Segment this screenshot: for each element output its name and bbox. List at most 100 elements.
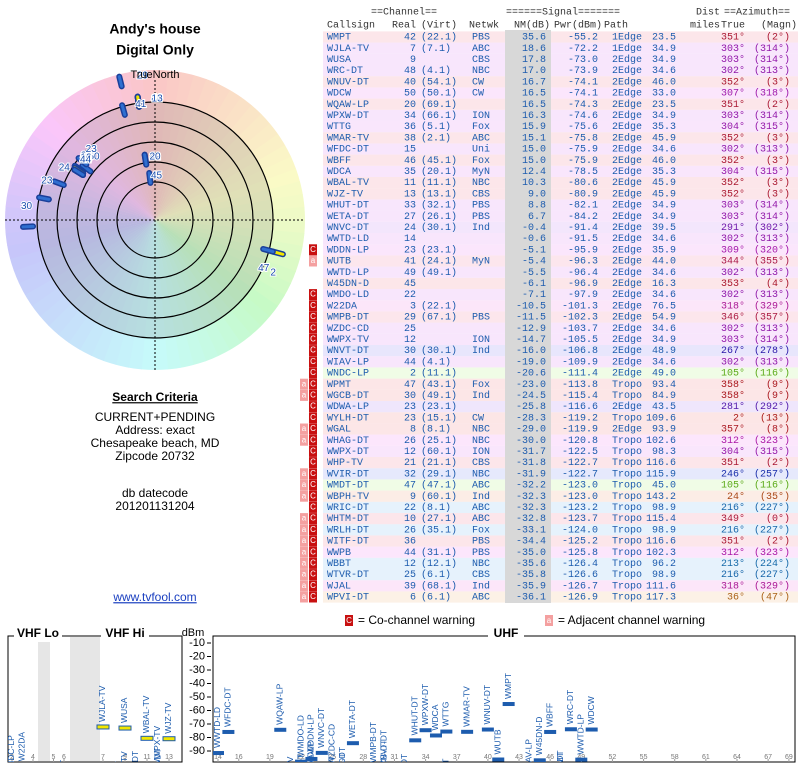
cell: 309° [721, 244, 745, 256]
station-label: WWTD-LD [212, 707, 222, 748]
site-link[interactable]: www.tvfool.com [112, 590, 196, 604]
row-bg [323, 333, 798, 345]
cell: 2Edge [612, 300, 642, 312]
warning-icon-text: C [310, 335, 316, 344]
cell: (4°) [766, 278, 790, 290]
cell: ABC [472, 44, 490, 55]
cell: -122.7 [562, 458, 598, 469]
cell: 36 [404, 122, 416, 133]
group-header: ==Azimuth== [724, 7, 790, 19]
warning-icon-text: a [302, 435, 307, 444]
cell: -105.5 [562, 335, 598, 346]
warning-icon-text: a [302, 469, 307, 478]
vhf-stations: WJLA-TV WUSA WBAL-TV WJZ-TV W22DA WWPX-TV WNDC… [8, 685, 176, 762]
cell: 15.0 [522, 145, 546, 156]
cell: 246° [721, 468, 745, 480]
row-bg [323, 513, 798, 525]
row-bg [323, 255, 798, 267]
warning-icon [309, 569, 317, 581]
station-channel: 49 [80, 154, 92, 165]
cell: 8 [410, 425, 416, 436]
cell: -109.9 [562, 357, 598, 368]
cell: (68.1) [421, 580, 457, 592]
wheel-wedge [155, 88, 243, 220]
criteria-line: Zipcode 20732 [115, 449, 195, 463]
cell: (4.1) [421, 65, 451, 77]
co-channel-icon-text: C [346, 616, 352, 625]
warning-icon [300, 557, 308, 569]
band-label: VHF Hi [105, 626, 144, 640]
row-bg [323, 221, 798, 233]
cell: 46.0 [652, 156, 676, 167]
cell: (21.1) [421, 457, 457, 469]
warning-icon [309, 289, 317, 301]
station-marker-core [80, 163, 92, 173]
cell: (69.1) [421, 99, 457, 111]
station-marker-core [21, 224, 35, 229]
cell: 115.4 [646, 514, 676, 525]
row-bg [323, 591, 798, 603]
group-header: ======Signal======= [506, 7, 620, 19]
cell: ABC [472, 503, 490, 514]
cell: 303° [721, 334, 745, 346]
station-channel: 9 [83, 153, 89, 164]
station-label: WMPB-DT [368, 722, 378, 763]
cell: -23.0 [516, 380, 546, 391]
x-tick-label: 5 [52, 754, 56, 761]
cell: 46.0 [652, 77, 676, 88]
row-bg [323, 580, 798, 592]
x-tick-label: 22 [297, 754, 305, 761]
cell: (320°) [754, 244, 790, 256]
cell: (66.1) [421, 110, 457, 122]
cell: -19.0 [516, 357, 546, 368]
cell: WBAL-TV [327, 178, 369, 189]
cell: 2Edge [612, 144, 642, 156]
cell: -96.3 [568, 257, 598, 268]
station-label: WJLA-TV [97, 685, 107, 722]
cell: CBS [472, 458, 490, 469]
nm-column-shade [505, 30, 551, 603]
warning-icon-text: C [310, 312, 316, 321]
warning-icon [309, 300, 317, 312]
station-marker-core [77, 156, 88, 166]
cell: 50 [404, 89, 416, 100]
station-channel: 30 [21, 201, 33, 212]
station-label: WNVT-DT [378, 730, 388, 768]
cell: 23 [404, 245, 416, 256]
cell: 35.9 [652, 245, 676, 256]
cell: 351° [721, 99, 745, 111]
cell: 303° [721, 54, 745, 66]
station-marker-core [147, 171, 152, 185]
cell: 2Edge [612, 244, 642, 256]
cell: 30 [404, 346, 416, 357]
cell: 12 [404, 335, 416, 346]
station-bar [295, 759, 308, 762]
cell: -124.0 [562, 525, 598, 536]
cell: (3°) [766, 177, 790, 189]
cell: 41 [404, 257, 416, 268]
cell: 16.5 [522, 89, 546, 100]
cell: 302° [721, 233, 745, 245]
cell: 45.9 [652, 178, 676, 189]
station-bar [544, 729, 557, 734]
cell: 38 [404, 133, 416, 144]
cell: -80.9 [568, 189, 598, 200]
x-tick-label: 9 [123, 754, 127, 761]
cell: -32.3 [516, 492, 546, 503]
cell: -7.1 [522, 290, 546, 301]
cell: Ind [472, 390, 490, 402]
cell: 358° [721, 390, 745, 402]
wheel-wedge [67, 87, 155, 220]
station-channel: 20 [149, 152, 161, 163]
station-channel: 13 [152, 93, 164, 104]
column-header: Real [392, 20, 416, 32]
cell: -73.9 [568, 66, 598, 77]
cell: (9°) [766, 379, 790, 391]
station-channel: 40 [152, 93, 164, 104]
wheel-wedge [30, 220, 156, 318]
cell: (357°) [754, 312, 790, 324]
x-tick-label: 67 [764, 754, 772, 761]
cell: (315°) [754, 446, 790, 458]
cell: 12.4 [522, 167, 546, 178]
cell: NBC [472, 469, 490, 480]
